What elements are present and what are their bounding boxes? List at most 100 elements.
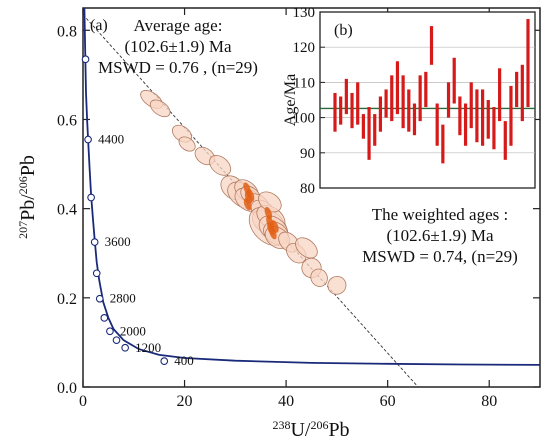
inset-error-bars bbox=[333, 19, 530, 164]
x-axis-title-sup1: 238 bbox=[272, 418, 290, 432]
annotation-average-age: Average age: bbox=[134, 16, 223, 35]
y-tick-label: 0.6 bbox=[57, 112, 77, 129]
concordia-age-marker bbox=[90, 238, 99, 246]
y-axis-title-tail: Pb bbox=[17, 155, 39, 176]
panel-label-a: (a) bbox=[90, 17, 108, 34]
error-ellipse bbox=[209, 155, 232, 176]
annotation-average-value: (102.6±1.9) Ma bbox=[124, 37, 232, 56]
ellipse-centroid bbox=[243, 197, 252, 211]
x-tick-label: 60 bbox=[380, 393, 396, 410]
age-error-bar bbox=[344, 78, 348, 115]
age-error-bar bbox=[401, 75, 405, 129]
age-error-bar bbox=[390, 75, 394, 122]
age-error-bar bbox=[378, 96, 383, 132]
concordia-age-marker bbox=[81, 55, 90, 64]
age-error-bar bbox=[407, 89, 411, 132]
age-error-bar bbox=[333, 92, 337, 132]
inset-y-tick-label: 100 bbox=[293, 111, 316, 127]
age-error-bar bbox=[509, 85, 513, 146]
x-tick-label: 20 bbox=[177, 393, 193, 410]
x-axis-title-base: U/ bbox=[290, 419, 310, 441]
age-error-bar bbox=[469, 82, 473, 129]
concordia-age-marker bbox=[106, 327, 114, 336]
x-axis-title-sup2: 206 bbox=[310, 418, 328, 432]
main-plot-frame bbox=[82, 7, 541, 388]
ellipse-centroid bbox=[264, 206, 273, 220]
age-error-bar bbox=[446, 82, 451, 118]
age-error-bar bbox=[486, 100, 490, 139]
age-error-bar bbox=[395, 61, 400, 115]
error-ellipse bbox=[310, 268, 328, 287]
concordia-age-marker bbox=[95, 294, 104, 303]
age-error-bar bbox=[475, 89, 479, 143]
y-axis-title-sup1: 207 bbox=[16, 221, 30, 239]
concordia-age-label: 3600 bbox=[105, 234, 131, 249]
concordia-age-marker bbox=[100, 314, 109, 322]
x-tick-label: 80 bbox=[481, 393, 497, 410]
x-axis-title-tail: Pb bbox=[328, 419, 349, 441]
annotation-weighted-mswd: MSWD = 0.74, (n=29) bbox=[362, 247, 518, 266]
y-axis-title-base: Pb/ bbox=[17, 194, 39, 221]
inset-y-tick-label: 120 bbox=[293, 40, 316, 56]
age-error-bar bbox=[356, 82, 360, 125]
error-ellipse bbox=[295, 237, 318, 259]
inset-y-tick-label: 110 bbox=[293, 75, 315, 91]
concordia-age-marker bbox=[87, 193, 95, 202]
x-tick-label: 40 bbox=[278, 393, 294, 410]
concordia-age-label: 2000 bbox=[120, 323, 146, 338]
concordia-line bbox=[83, 7, 541, 366]
y-axis-title: 207Pb/206Pb bbox=[16, 155, 39, 239]
age-error-bar bbox=[492, 107, 496, 150]
age-error-bar bbox=[458, 96, 462, 136]
y-axis-title-sup2: 206 bbox=[16, 176, 30, 194]
age-error-bar bbox=[418, 75, 422, 122]
age-error-bar bbox=[441, 124, 445, 164]
age-error-bar bbox=[526, 19, 530, 108]
concordia-age-marker bbox=[160, 357, 169, 365]
age-error-bar bbox=[384, 89, 388, 118]
error-ellipse bbox=[178, 136, 196, 152]
annotation-weighted-value: (102.6±1.9) Ma bbox=[386, 226, 494, 245]
age-error-bar bbox=[498, 68, 502, 122]
ellipse-centroid bbox=[246, 189, 255, 202]
age-error-bar bbox=[435, 103, 439, 146]
concordia-age-label: 2800 bbox=[110, 291, 136, 306]
age-error-bar bbox=[350, 92, 354, 129]
age-error-bar bbox=[361, 114, 365, 139]
inset-chart: 80 90 100 110 120 130 (b) Age/Ma bbox=[282, 5, 536, 197]
inset-y-axis-title: Age/Ma bbox=[282, 74, 299, 126]
age-error-bar bbox=[373, 114, 377, 146]
concordia-age-label: 400 bbox=[174, 353, 194, 368]
ellipse-centroid bbox=[271, 220, 279, 233]
concordia-age-marker bbox=[92, 269, 101, 278]
age-error-bar bbox=[424, 71, 428, 108]
age-error-bar bbox=[367, 107, 371, 160]
age-error-bar bbox=[339, 96, 343, 125]
age-error-bar bbox=[503, 121, 507, 160]
y-tick-label: 0.2 bbox=[57, 291, 77, 308]
age-error-bar bbox=[463, 103, 468, 146]
concordia-curve bbox=[83, 7, 541, 366]
x-axis-title: 238U/206Pb bbox=[272, 418, 349, 441]
error-ellipses bbox=[140, 90, 347, 295]
concordia-age-label: 4400 bbox=[98, 132, 124, 147]
error-ellipse bbox=[327, 275, 347, 295]
age-error-bar bbox=[429, 26, 434, 65]
age-error-bar bbox=[480, 89, 485, 146]
inset-y-tick-label: 130 bbox=[293, 5, 316, 21]
age-error-bar bbox=[452, 57, 456, 104]
inset-y-tick-label: 80 bbox=[300, 181, 315, 197]
y-tick-label: 0.4 bbox=[57, 202, 77, 219]
age-error-bar bbox=[412, 103, 417, 136]
annotation-average-mswd: MSWD = 0.76 , (n=29) bbox=[98, 58, 258, 77]
x-tick-label: 0 bbox=[79, 393, 87, 410]
concordia-age-marker bbox=[84, 135, 92, 144]
panel-label-b: (b) bbox=[334, 22, 353, 39]
annotation-weighted-title: The weighted ages : bbox=[372, 205, 508, 224]
concordia-markers: 4400 3600 2800 2000 1200 400 bbox=[81, 55, 194, 368]
main-chart: 0 20 40 60 80 0.0 0.2 0.4 0.6 0.8 4400 3600 2800 200… bbox=[16, 7, 541, 441]
age-error-bar bbox=[520, 64, 524, 122]
y-tick-label: 0.0 bbox=[57, 380, 77, 397]
age-error-bar bbox=[515, 71, 519, 108]
